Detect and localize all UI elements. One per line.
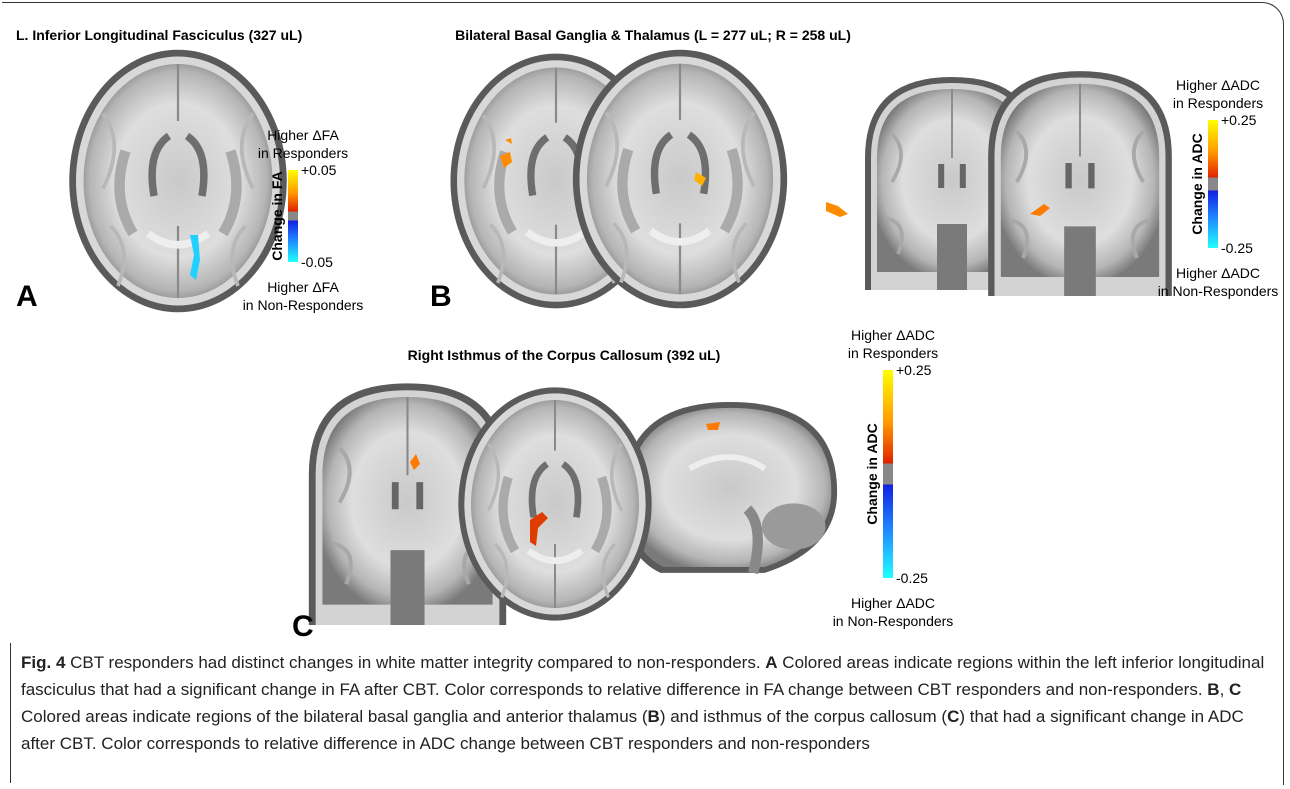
colorbar-label: in Responders [848,345,938,361]
significance-cluster [826,202,848,217]
colorbar-tick-label: -0.25 [1221,240,1253,256]
colorbar-axis-label: Change in ADC [1189,133,1205,234]
colorbar-label: Higher ΔADC [1176,77,1260,93]
brain-image [573,50,787,309]
colorbar-tick-label: +0.25 [896,362,932,378]
caption-label: C [1229,680,1241,699]
colorbar-label: Higher ΔADC [851,595,935,611]
brain-image [988,71,1172,296]
caption-label: A [765,653,777,672]
brain-image [69,50,287,313]
colorbar-tick-label: -0.25 [896,570,928,586]
caption-label: Fig. 4 [21,653,65,672]
colorbar-label: in Non-Responders [833,613,954,629]
colorbar [883,370,893,578]
caption-text: Colored areas indicate regions of the bi… [21,707,648,726]
colorbar-tick-label: -0.05 [301,254,333,270]
colorbar [288,170,298,262]
colorbar-label: in Non-Responders [1158,283,1279,299]
caption-label: B [1207,680,1219,699]
colorbar-label: in Non-Responders [243,297,364,313]
panel-title: L. Inferior Longitudinal Fasciculus (327… [16,27,302,43]
caption-label: C [947,707,959,726]
colorbar-label: Higher ΔADC [851,327,935,343]
panel-letter: B [430,280,452,313]
caption-text: , [1220,680,1229,699]
figure: L. Inferior Longitudinal Fasciculus (327… [0,0,1290,640]
caption-text: ) and isthmus of the corpus callosum ( [660,707,947,726]
colorbar-tick-label: +0.05 [301,162,337,178]
colorbar [1208,120,1218,248]
panel-title: Right Isthmus of the Corpus Callosum (39… [408,347,721,363]
colorbar-axis-label: Change in ADC [864,423,880,524]
panel-title: Bilateral Basal Ganglia & Thalamus (L = … [455,27,851,43]
colorbar-axis-label: Change in FA [269,171,285,260]
colorbar-label: in Responders [1173,95,1263,111]
panel-letter: A [16,280,38,313]
brain-image [458,387,651,620]
colorbar-label: Higher ΔFA [267,279,339,295]
colorbar-label: Higher ΔFA [267,127,339,143]
colorbar-tick-label: +0.25 [1221,112,1257,128]
caption-text: CBT responders had distinct changes in w… [65,653,765,672]
panel-letter: C [292,610,314,640]
colorbar-label: Higher ΔADC [1176,265,1260,281]
colorbar-label: in Responders [258,145,348,161]
caption-label: B [648,707,660,726]
figure-caption: Fig. 4 CBT responders had distinct chang… [10,643,1272,783]
brain-image [623,402,837,573]
